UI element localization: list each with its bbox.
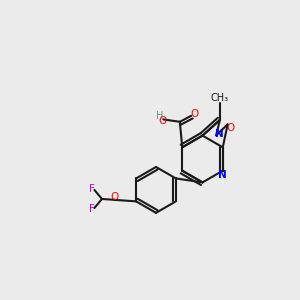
Text: F: F bbox=[88, 184, 94, 194]
Text: O: O bbox=[226, 123, 234, 133]
Text: O: O bbox=[158, 116, 166, 126]
Text: O: O bbox=[111, 192, 119, 202]
Text: O: O bbox=[190, 109, 198, 119]
Text: F: F bbox=[88, 204, 94, 214]
Text: H: H bbox=[156, 111, 163, 122]
Text: N: N bbox=[218, 170, 227, 180]
Text: CH₃: CH₃ bbox=[211, 93, 229, 103]
Text: N: N bbox=[215, 129, 224, 140]
